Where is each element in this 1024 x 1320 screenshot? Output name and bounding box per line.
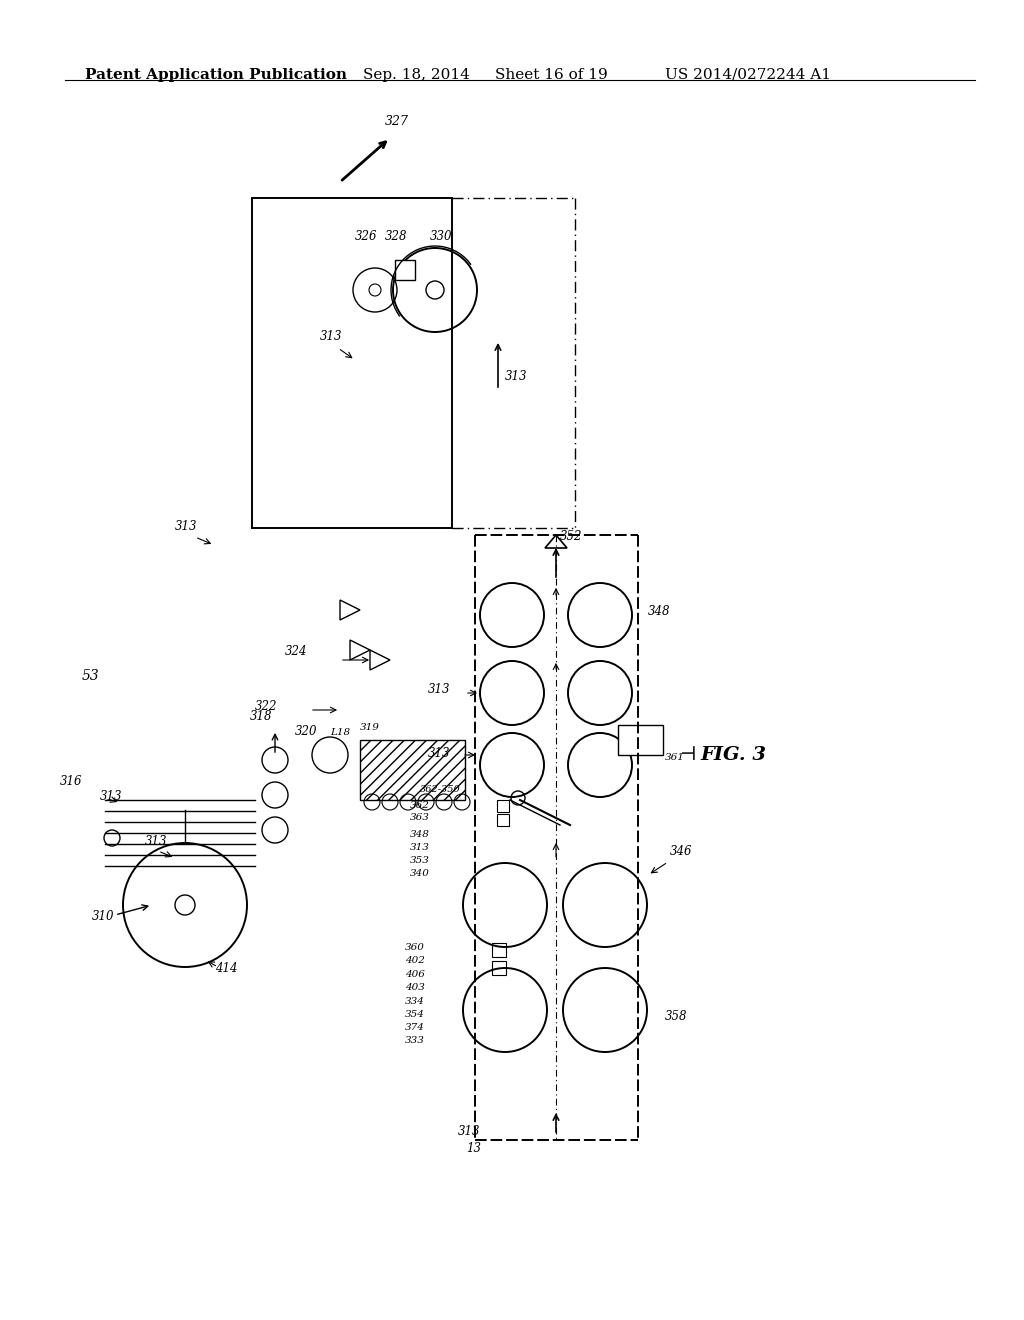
Text: 348: 348: [410, 830, 430, 840]
Text: 310: 310: [92, 909, 115, 923]
Text: ⊣: ⊣: [680, 746, 696, 764]
Text: 313: 313: [145, 836, 168, 847]
Text: 320: 320: [295, 725, 317, 738]
Text: 313: 313: [428, 682, 451, 696]
Text: 326: 326: [355, 230, 378, 243]
Text: 362-350: 362-350: [420, 785, 461, 795]
Text: Patent Application Publication: Patent Application Publication: [85, 69, 347, 82]
Text: 361: 361: [665, 752, 685, 762]
Text: 313: 313: [458, 1125, 480, 1138]
Text: 360: 360: [406, 942, 425, 952]
Text: 313: 313: [428, 747, 451, 760]
Text: 352: 352: [560, 531, 583, 543]
Text: 328: 328: [385, 230, 408, 243]
Text: 358: 358: [665, 1010, 687, 1023]
Bar: [492, 961, 506, 975]
Bar: [360, 741, 465, 800]
Text: US 2014/0272244 A1: US 2014/0272244 A1: [665, 69, 831, 82]
Text: L18: L18: [330, 729, 350, 737]
Text: 330: 330: [430, 230, 453, 243]
Text: 354: 354: [406, 1010, 425, 1019]
Text: 362: 362: [410, 801, 430, 810]
Text: Sheet 16 of 19: Sheet 16 of 19: [495, 69, 608, 82]
Bar: [497, 800, 509, 812]
Text: 403: 403: [406, 983, 425, 993]
Text: 322: 322: [255, 700, 278, 713]
Bar: [497, 814, 509, 826]
Bar: [618, 725, 663, 755]
Text: 324: 324: [285, 645, 307, 657]
Text: 402: 402: [406, 956, 425, 965]
Text: 363: 363: [410, 813, 430, 822]
Text: 316: 316: [60, 775, 83, 788]
Text: 313: 313: [505, 370, 527, 383]
Text: 334: 334: [406, 997, 425, 1006]
Text: 53: 53: [82, 669, 99, 682]
Text: 346: 346: [670, 845, 692, 858]
Bar: [492, 942, 506, 957]
Text: 340: 340: [410, 869, 430, 878]
Text: 406: 406: [406, 970, 425, 979]
Text: 313: 313: [100, 789, 123, 803]
Text: 348: 348: [648, 605, 671, 618]
Text: FIG. 3: FIG. 3: [700, 746, 766, 764]
Text: 374: 374: [406, 1023, 425, 1032]
Text: 313: 313: [175, 520, 198, 533]
Text: 319: 319: [360, 723, 380, 733]
Text: 414: 414: [215, 962, 238, 975]
Text: 318: 318: [250, 710, 272, 723]
Text: 313: 313: [410, 843, 430, 851]
Text: Sep. 18, 2014: Sep. 18, 2014: [362, 69, 470, 82]
Text: 313: 313: [319, 330, 342, 343]
Text: 327: 327: [385, 115, 409, 128]
Bar: [395, 260, 415, 280]
Text: 333: 333: [406, 1036, 425, 1045]
Text: 353: 353: [410, 855, 430, 865]
Text: 13: 13: [466, 1142, 481, 1155]
